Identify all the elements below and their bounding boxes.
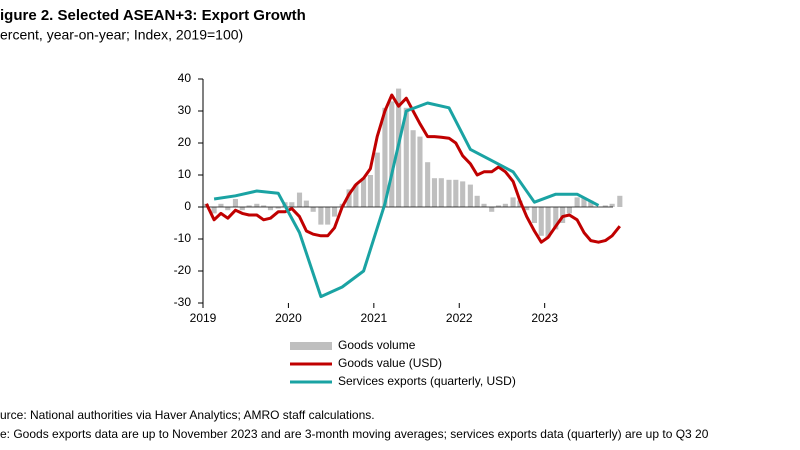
- footnote: e: Goods exports data are up to November…: [0, 427, 709, 441]
- bar: [545, 207, 551, 238]
- bar: [325, 207, 331, 225]
- bar: [474, 195, 480, 207]
- bar: [289, 202, 295, 207]
- bar: [438, 178, 444, 207]
- bar: [374, 152, 380, 207]
- bar: [425, 162, 431, 207]
- source-note: urce: National authorities via Haver Ana…: [0, 408, 375, 422]
- legend-label: Goods value (USD): [338, 356, 442, 370]
- bar: [495, 205, 502, 207]
- legend-label: Goods volume: [338, 338, 416, 352]
- bar: [481, 203, 487, 207]
- bar: [574, 197, 580, 207]
- y-tick-label: 30: [178, 103, 192, 117]
- bar: [267, 207, 274, 211]
- line: [205, 93, 621, 244]
- y-tick-label: 20: [178, 135, 192, 149]
- y-tick-label: 40: [178, 71, 192, 85]
- x-tick-label: 2021: [360, 311, 387, 325]
- bar: [453, 179, 459, 207]
- bar: [318, 207, 324, 225]
- bar: [431, 178, 438, 207]
- bar: [510, 197, 516, 207]
- bar: [460, 181, 466, 207]
- bar: [346, 189, 352, 207]
- bar: [538, 207, 544, 236]
- y-tick-label: 10: [178, 167, 192, 181]
- chart-subtitle: ercent, year-on-year; Index, 2019=100): [0, 27, 243, 43]
- line: [213, 101, 600, 299]
- bar: [275, 207, 281, 209]
- y-tick-label: -20: [174, 263, 192, 277]
- bar: [403, 107, 409, 207]
- bar: [310, 207, 316, 212]
- bar: [218, 203, 224, 207]
- bar: [617, 195, 623, 207]
- x-tick-label: 2022: [446, 311, 473, 325]
- bar: [367, 175, 373, 207]
- bar: [581, 197, 587, 207]
- bar: [361, 178, 367, 207]
- bar: [560, 207, 566, 223]
- bar: [524, 207, 530, 211]
- x-tick-label: 2020: [275, 311, 302, 325]
- bar: [225, 207, 231, 211]
- bar: [331, 207, 338, 217]
- bar: [232, 199, 239, 207]
- y-tick-label: -10: [174, 231, 192, 245]
- bar: [353, 184, 359, 207]
- bar: [531, 207, 537, 223]
- bar: [239, 207, 245, 211]
- bar: [254, 203, 260, 207]
- bar: [410, 130, 416, 207]
- bar: [566, 207, 572, 214]
- chart-title: igure 2. Selected ASEAN+3: Export Growth: [0, 7, 306, 24]
- bar: [489, 207, 495, 212]
- bar: [296, 192, 303, 207]
- bar: [553, 207, 559, 230]
- bar: [446, 179, 452, 207]
- bar: [211, 207, 217, 214]
- bar: [609, 203, 615, 207]
- legend-swatch: [290, 342, 332, 350]
- x-tick-label: 2019: [190, 311, 217, 325]
- bar: [246, 205, 252, 207]
- bar: [417, 136, 423, 207]
- x-tick-label: 2023: [531, 311, 558, 325]
- bar: [588, 200, 594, 207]
- bar: [602, 205, 608, 207]
- legend-label: Services exports (quarterly, USD): [338, 374, 516, 388]
- bar: [382, 107, 388, 207]
- bar: [502, 203, 508, 207]
- bar: [303, 200, 309, 207]
- bar: [467, 184, 473, 207]
- y-tick-label: 0: [184, 199, 191, 213]
- bar: [389, 101, 395, 207]
- y-tick-label: -30: [174, 295, 192, 309]
- bar: [261, 205, 267, 207]
